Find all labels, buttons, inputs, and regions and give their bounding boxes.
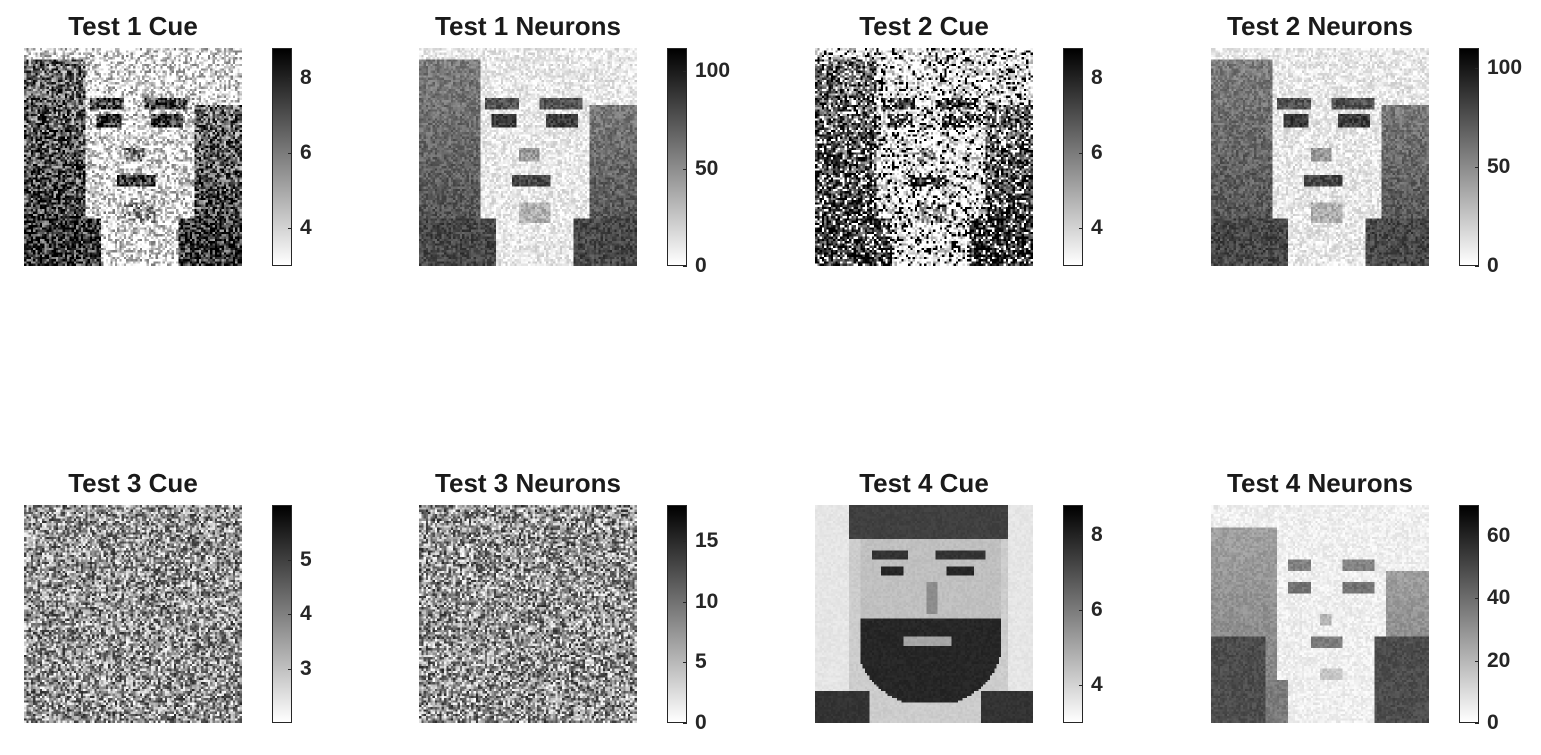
colorbar-tick [683,541,687,542]
colorbar-tick [288,153,292,154]
colorbar-tick [683,723,687,724]
subplot-title: Test 4 Cue [775,468,1073,499]
colorbar-tick-label: 3 [300,658,312,679]
colorbar-tick-label: 100 [1487,57,1522,78]
heatmap-image [24,505,242,723]
colorbar-tick-label: 8 [1091,524,1103,545]
heatmap-pixels [419,505,637,723]
colorbar-tick [1079,610,1083,611]
colorbar-tick [683,266,687,267]
colorbar-tick [288,560,292,561]
colorbar-tick-label: 4 [300,603,312,624]
subplot-title: Test 4 Neurons [1171,468,1469,499]
colorbar-tick-label: 6 [1091,599,1103,620]
subplot-title: Test 1 Cue [0,11,282,42]
heatmap-image [419,505,637,723]
colorbar-tick-label: 8 [1091,67,1103,88]
colorbar [667,505,687,723]
heatmap-image [815,48,1033,266]
colorbar-tick [1079,78,1083,79]
colorbar-tick-label: 100 [695,60,730,81]
colorbar-tick-label: 50 [695,158,718,179]
colorbar-tick [1475,661,1479,662]
colorbar-tick [288,228,292,229]
subplot-title: Test 3 Neurons [379,468,677,499]
colorbar-tick [288,78,292,79]
colorbar-tick-label: 8 [300,67,312,88]
colorbar-tick [1475,536,1479,537]
heatmap-image [1211,48,1429,266]
colorbar-tick [1079,535,1083,536]
heatmap-pixels [815,48,1033,266]
colorbar-tick [1475,598,1479,599]
colorbar-tick [1475,167,1479,168]
colorbar-tick-label: 6 [1091,142,1103,163]
colorbar-tick-label: 4 [300,217,312,238]
colorbar [1459,48,1479,266]
subplot-title: Test 3 Cue [0,468,282,499]
heatmap-image [419,48,637,266]
colorbar [1063,48,1083,266]
colorbar-tick-label: 4 [1091,674,1103,695]
heatmap-image [1211,505,1429,723]
heatmap-image [815,505,1033,723]
heatmap-image [24,48,242,266]
colorbar-tick-label: 0 [695,255,707,276]
heatmap-pixels [1211,48,1429,266]
colorbar-tick [1475,266,1479,267]
colorbar [667,48,687,266]
colorbar [272,48,292,266]
colorbar-tick [683,602,687,603]
colorbar-tick [1079,685,1083,686]
colorbar-tick [288,669,292,670]
colorbar-tick-label: 60 [1487,525,1510,546]
colorbar-tick-label: 5 [695,651,707,672]
heatmap-pixels [24,505,242,723]
subplot-title: Test 2 Neurons [1171,11,1469,42]
colorbar-tick-label: 4 [1091,217,1103,238]
colorbar-tick-label: 10 [695,591,718,612]
colorbar-tick-label: 0 [695,712,707,733]
colorbar-tick-label: 50 [1487,156,1510,177]
heatmap-pixels [24,48,242,266]
colorbar [1459,505,1479,723]
colorbar-tick-label: 5 [300,549,312,570]
colorbar-tick [1475,68,1479,69]
colorbar-tick-label: 0 [1487,255,1499,276]
heatmap-pixels [419,48,637,266]
colorbar-tick-label: 20 [1487,650,1510,671]
colorbar [1063,505,1083,723]
colorbar-tick [1079,153,1083,154]
colorbar-tick-label: 15 [695,530,718,551]
subplot-title: Test 1 Neurons [379,11,677,42]
colorbar-tick [683,169,687,170]
colorbar-tick-label: 40 [1487,587,1510,608]
colorbar-tick [683,662,687,663]
colorbar-tick [1475,723,1479,724]
subplot-title: Test 2 Cue [775,11,1073,42]
colorbar-tick-label: 0 [1487,712,1499,733]
colorbar-tick [683,71,687,72]
colorbar-tick [1079,228,1083,229]
colorbar-tick [288,614,292,615]
heatmap-pixels [1211,505,1429,723]
colorbar-tick-label: 6 [300,142,312,163]
heatmap-pixels [815,505,1033,723]
